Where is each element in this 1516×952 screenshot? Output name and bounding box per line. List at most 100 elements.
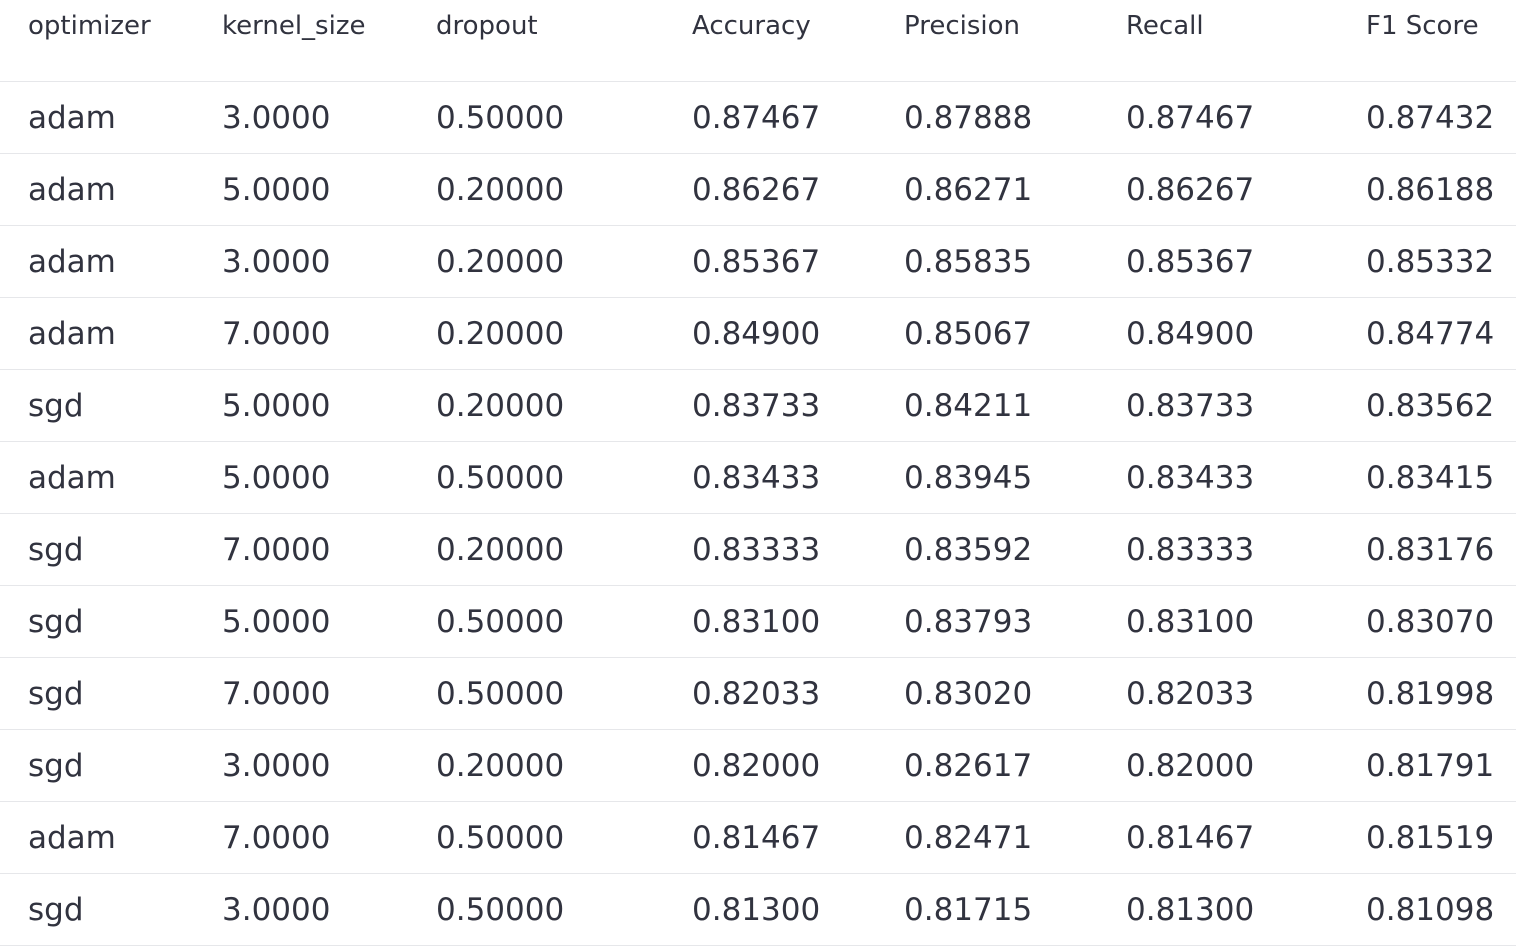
accuracy-cell: 0.85367: [692, 244, 821, 280]
table-row: sgd 3.0000 0.50000 0.81300 0.81715 0.81300 0.8…: [0, 874, 1516, 946]
kernel-size-cell: 5.0000: [222, 388, 331, 424]
dropout-cell: 0.20000: [436, 172, 565, 208]
dropout-cell: 0.50000: [436, 820, 565, 856]
precision-cell: 0.82617: [904, 748, 1033, 784]
optimizer-cell: sgd: [28, 388, 84, 424]
recall-cell: 0.83333: [1126, 532, 1255, 568]
kernel-size-cell: 3.0000: [222, 748, 331, 784]
accuracy-cell: 0.83433: [692, 460, 821, 496]
kernel-size-cell: 3.0000: [222, 100, 331, 136]
kernel-size-cell: 5.0000: [222, 604, 331, 640]
column-header-precision[interactable]: Precision: [904, 11, 1021, 41]
accuracy-cell: 0.82033: [692, 676, 821, 712]
recall-cell: 0.84900: [1126, 316, 1255, 352]
precision-cell: 0.83592: [904, 532, 1033, 568]
optimizer-cell: sgd: [28, 748, 84, 784]
recall-cell: 0.83100: [1126, 604, 1255, 640]
table-row: sgd 5.0000 0.20000 0.83733 0.84211 0.83733 0.8…: [0, 370, 1516, 442]
precision-cell: 0.87888: [904, 100, 1033, 136]
table-row: sgd 5.0000 0.50000 0.83100 0.83793 0.83100 0.8…: [0, 586, 1516, 658]
recall-cell: 0.81300: [1126, 892, 1255, 928]
precision-cell: 0.83020: [904, 676, 1033, 712]
column-header-optimizer[interactable]: optimizer: [28, 11, 151, 41]
optimizer-cell: sgd: [28, 676, 84, 712]
accuracy-cell: 0.86267: [692, 172, 821, 208]
recall-cell: 0.81467: [1126, 820, 1255, 856]
dropout-cell: 0.50000: [436, 892, 565, 928]
dropout-cell: 0.50000: [436, 460, 565, 496]
recall-cell: 0.82000: [1126, 748, 1255, 784]
dropout-cell: 0.50000: [436, 604, 565, 640]
optimizer-cell: adam: [28, 172, 116, 208]
precision-cell: 0.83793: [904, 604, 1033, 640]
column-header-f1-score[interactable]: F1 Score: [1366, 11, 1479, 41]
dropout-cell: 0.20000: [436, 316, 565, 352]
table-row: adam 3.0000 0.50000 0.87467 0.87888 0.87467 0.…: [0, 82, 1516, 154]
optimizer-cell: sgd: [28, 532, 84, 568]
accuracy-cell: 0.84900: [692, 316, 821, 352]
recall-cell: 0.82033: [1126, 676, 1255, 712]
f1-score-cell: 0.86188: [1366, 172, 1495, 208]
optimizer-cell: adam: [28, 820, 116, 856]
precision-cell: 0.85835: [904, 244, 1033, 280]
dropout-cell: 0.20000: [436, 532, 565, 568]
table-row: sgd 7.0000 0.20000 0.83333 0.83592 0.83333 0.8…: [0, 514, 1516, 586]
table-row: sgd 7.0000 0.50000 0.82033 0.83020 0.82033 0.8…: [0, 658, 1516, 730]
accuracy-cell: 0.83333: [692, 532, 821, 568]
f1-score-cell: 0.83070: [1366, 604, 1495, 640]
kernel-size-cell: 5.0000: [222, 460, 331, 496]
accuracy-cell: 0.81467: [692, 820, 821, 856]
table-body: adam 3.0000 0.50000 0.87467 0.87888 0.87467 0.…: [0, 82, 1516, 946]
optimizer-cell: sgd: [28, 604, 84, 640]
precision-cell: 0.82471: [904, 820, 1033, 856]
recall-cell: 0.83433: [1126, 460, 1255, 496]
f1-score-cell: 0.81791: [1366, 748, 1495, 784]
kernel-size-cell: 5.0000: [222, 172, 331, 208]
optimizer-cell: sgd: [28, 892, 84, 928]
f1-score-cell: 0.83176: [1366, 532, 1495, 568]
f1-score-cell: 0.83415: [1366, 460, 1495, 496]
optimizer-cell: adam: [28, 460, 116, 496]
accuracy-cell: 0.87467: [692, 100, 821, 136]
column-header-accuracy[interactable]: Accuracy: [692, 11, 811, 41]
recall-cell: 0.83733: [1126, 388, 1255, 424]
precision-cell: 0.83945: [904, 460, 1033, 496]
f1-score-cell: 0.87432: [1366, 100, 1495, 136]
table-row: sgd 3.0000 0.20000 0.82000 0.82617 0.82000 0.8…: [0, 730, 1516, 802]
f1-score-cell: 0.84774: [1366, 316, 1495, 352]
table-row: adam 5.0000 0.50000 0.83433 0.83945 0.83433 0.…: [0, 442, 1516, 514]
table-header-row: optimizer kernel_size dropout Accuracy P…: [0, 0, 1516, 82]
optimizer-cell: adam: [28, 316, 116, 352]
kernel-size-cell: 7.0000: [222, 820, 331, 856]
dropout-cell: 0.20000: [436, 388, 565, 424]
precision-cell: 0.84211: [904, 388, 1033, 424]
accuracy-cell: 0.83100: [692, 604, 821, 640]
column-header-dropout[interactable]: dropout: [436, 11, 538, 41]
kernel-size-cell: 7.0000: [222, 532, 331, 568]
dropout-cell: 0.50000: [436, 676, 565, 712]
recall-cell: 0.86267: [1126, 172, 1255, 208]
table-row: adam 7.0000 0.50000 0.81467 0.82471 0.81467 0.…: [0, 802, 1516, 874]
kernel-size-cell: 7.0000: [222, 676, 331, 712]
dropout-cell: 0.20000: [436, 244, 565, 280]
table-row: adam 5.0000 0.20000 0.86267 0.86271 0.86267 0.…: [0, 154, 1516, 226]
precision-cell: 0.85067: [904, 316, 1033, 352]
column-header-recall[interactable]: Recall: [1126, 11, 1204, 41]
table-row: adam 7.0000 0.20000 0.84900 0.85067 0.84900 0.…: [0, 298, 1516, 370]
dropout-cell: 0.50000: [436, 100, 565, 136]
column-header-kernel-size[interactable]: kernel_size: [222, 11, 366, 41]
precision-cell: 0.86271: [904, 172, 1033, 208]
table-row: adam 3.0000 0.20000 0.85367 0.85835 0.85367 0.…: [0, 226, 1516, 298]
f1-score-cell: 0.81519: [1366, 820, 1495, 856]
kernel-size-cell: 7.0000: [222, 316, 331, 352]
optimizer-cell: adam: [28, 100, 116, 136]
precision-cell: 0.81715: [904, 892, 1033, 928]
f1-score-cell: 0.85332: [1366, 244, 1495, 280]
accuracy-cell: 0.82000: [692, 748, 821, 784]
f1-score-cell: 0.83562: [1366, 388, 1495, 424]
recall-cell: 0.85367: [1126, 244, 1255, 280]
dropout-cell: 0.20000: [436, 748, 565, 784]
kernel-size-cell: 3.0000: [222, 244, 331, 280]
accuracy-cell: 0.81300: [692, 892, 821, 928]
